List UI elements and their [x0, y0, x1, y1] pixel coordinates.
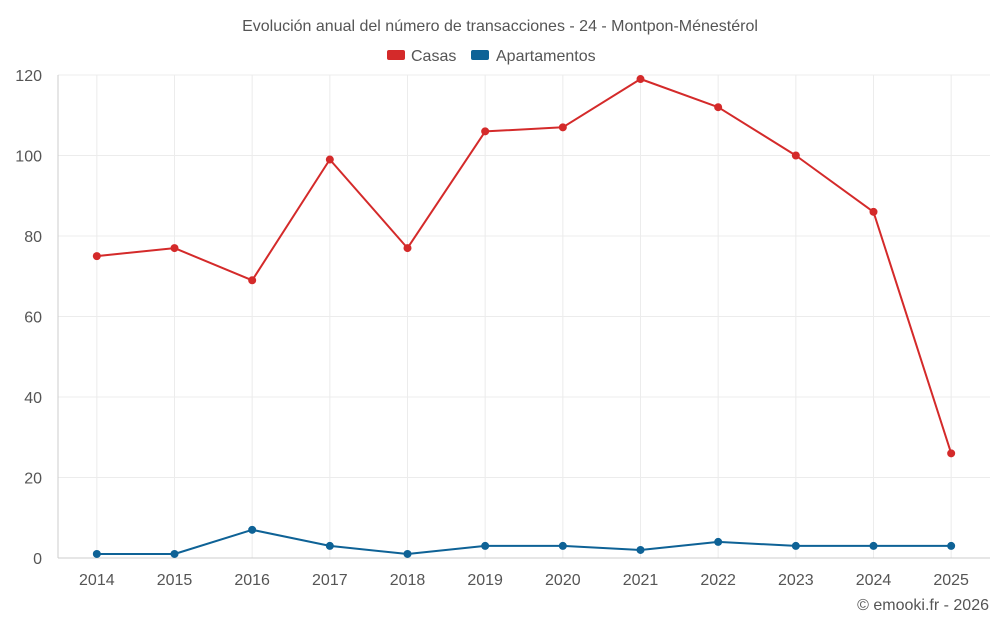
- data-point-apartamentos-2015[interactable]: [170, 549, 179, 558]
- data-point-casas-2024[interactable]: [869, 207, 878, 216]
- gridlines: [57, 74, 990, 559]
- data-point-casas-2015[interactable]: [170, 244, 179, 253]
- data-point-apartamentos-2016[interactable]: [248, 525, 257, 534]
- y-tick-label: 20: [24, 471, 42, 488]
- data-point-casas-2016[interactable]: [248, 276, 257, 285]
- x-tick-label: 2018: [390, 572, 426, 589]
- y-axis-ticks: 0 20 40 60 80 100 120: [15, 68, 42, 568]
- y-tick-label: 0: [33, 551, 42, 568]
- x-tick-label: 2025: [933, 572, 969, 589]
- x-tick-label: 2017: [312, 572, 348, 589]
- x-tick-label: 2020: [545, 572, 581, 589]
- y-tick-label: 120: [15, 68, 42, 85]
- series-layer: [92, 75, 956, 558]
- data-point-casas-2020[interactable]: [558, 123, 567, 132]
- legend-swatch-casas: [387, 50, 405, 60]
- chart-title: Evolución anual del número de transaccio…: [242, 18, 758, 35]
- x-axis-ticks: 2014 2015 2016 2017 2018 2019 2020 2021 2022 2023…: [79, 572, 969, 589]
- y-tick-label: 80: [24, 229, 42, 246]
- data-point-apartamentos-2025[interactable]: [947, 541, 956, 550]
- data-point-apartamentos-2019[interactable]: [481, 541, 490, 550]
- x-tick-label: 2016: [234, 572, 270, 589]
- legend-label-apartamentos: Apartamentos: [496, 48, 596, 65]
- data-point-casas-2023[interactable]: [791, 151, 800, 160]
- data-point-apartamentos-2021[interactable]: [636, 545, 645, 554]
- y-tick-label: 60: [24, 310, 42, 327]
- x-tick-label: 2024: [856, 572, 892, 589]
- data-point-casas-2022[interactable]: [714, 103, 723, 112]
- data-point-apartamentos-2023[interactable]: [791, 541, 800, 550]
- x-tick-label: 2021: [623, 572, 659, 589]
- legend-item-casas[interactable]: Casas: [387, 48, 456, 65]
- x-tick-label: 2014: [79, 572, 115, 589]
- data-point-apartamentos-2022[interactable]: [714, 537, 723, 546]
- legend-swatch-apartamentos: [471, 50, 489, 60]
- data-point-casas-2019[interactable]: [481, 127, 490, 136]
- y-tick-label: 40: [24, 390, 42, 407]
- y-tick-label: 100: [15, 149, 42, 166]
- data-point-casas-2021[interactable]: [636, 75, 645, 84]
- series-line-apartamentos: [96, 528, 952, 555]
- data-point-casas-2014[interactable]: [92, 252, 101, 261]
- data-point-apartamentos-2018[interactable]: [403, 549, 412, 558]
- legend-item-apartamentos[interactable]: Apartamentos: [471, 48, 596, 65]
- legend: Casas Apartamentos: [387, 48, 596, 65]
- data-point-apartamentos-2014[interactable]: [92, 549, 101, 558]
- series-line-casas: [96, 78, 953, 454]
- credit-text: © emooki.fr - 2026: [857, 597, 989, 614]
- data-point-apartamentos-2024[interactable]: [869, 541, 878, 550]
- data-point-casas-2017[interactable]: [325, 155, 334, 164]
- x-tick-label: 2022: [700, 572, 736, 589]
- legend-label-casas: Casas: [411, 48, 456, 65]
- data-point-casas-2018[interactable]: [403, 244, 412, 253]
- x-tick-label: 2015: [157, 572, 193, 589]
- x-tick-label: 2023: [778, 572, 814, 589]
- data-point-apartamentos-2017[interactable]: [325, 541, 334, 550]
- x-tick-label: 2019: [467, 572, 503, 589]
- data-point-casas-2025[interactable]: [947, 449, 956, 458]
- data-point-apartamentos-2020[interactable]: [558, 541, 567, 550]
